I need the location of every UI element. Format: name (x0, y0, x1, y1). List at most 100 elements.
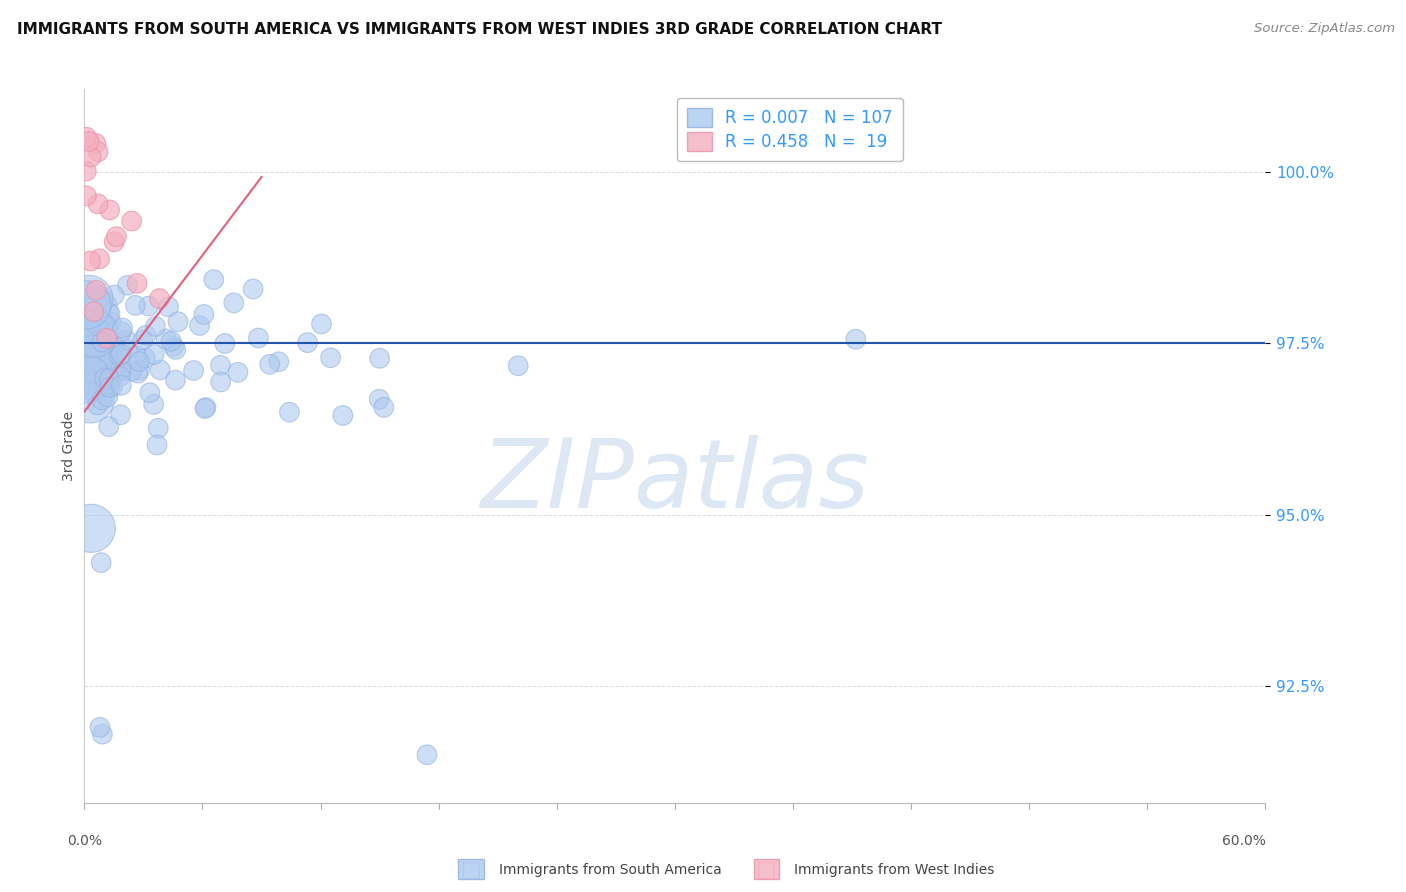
Point (87, 322, 110, 336)
Point (110, 378, 132, 392)
Point (98, 307, 121, 321)
Point (75, 372, 97, 386)
Point (87, 145, 110, 159)
Point (110, 363, 132, 377)
Point (80, 150, 103, 164)
Point (247, 331, 270, 345)
Point (79, 392, 101, 406)
Point (111, 321, 134, 335)
Point (128, 363, 150, 377)
Point (75, 188, 97, 202)
Point (160, 334, 183, 349)
Point (226, 365, 249, 379)
Point (96, 331, 118, 345)
Text: 60.0%: 60.0% (1222, 834, 1265, 847)
Point (80, 358, 103, 372)
Point (222, 296, 245, 310)
Point (508, 359, 530, 373)
Point (79, 338, 101, 352)
Point (83, 304, 105, 318)
Point (242, 282, 264, 296)
Point (103, 288, 125, 302)
Point (139, 385, 162, 400)
Point (80, 325, 103, 339)
Point (98, 372, 121, 386)
Point (193, 308, 215, 322)
Point (98, 380, 121, 394)
Point (311, 317, 333, 331)
Point (94, 371, 117, 385)
Text: □: □ (461, 860, 481, 880)
Point (107, 362, 129, 376)
Point (125, 277, 148, 291)
Point (86, 398, 108, 412)
Point (77, 293, 100, 307)
Point (188, 318, 211, 333)
Point (162, 339, 184, 353)
Point (75, 164, 97, 178)
Point (297, 335, 319, 350)
Point (149, 363, 172, 377)
Point (202, 272, 225, 286)
Point (194, 401, 217, 415)
Point (115, 343, 138, 357)
Point (368, 392, 391, 407)
Point (98, 372, 121, 386)
Point (214, 336, 236, 351)
Text: Immigrants from South America: Immigrants from South America (499, 863, 721, 877)
Point (83, 326, 105, 341)
Point (103, 351, 125, 365)
Text: Source: ZipAtlas.com: Source: ZipAtlas.com (1254, 22, 1395, 36)
Point (86, 319, 108, 334)
Legend: R = 0.007   N = 107, R = 0.458   N =  19: R = 0.007 N = 107, R = 0.458 N = 19 (676, 97, 903, 161)
Point (84, 136, 107, 151)
Point (142, 397, 165, 411)
Point (91, 334, 114, 349)
Point (194, 401, 217, 416)
Point (79, 362, 101, 376)
Point (108, 349, 131, 363)
Point (86, 355, 108, 369)
Point (132, 333, 155, 347)
Point (146, 438, 169, 452)
Point (135, 328, 157, 343)
Point (87, 333, 110, 347)
Point (121, 214, 143, 228)
Point (103, 339, 125, 353)
Point (101, 380, 124, 394)
Point (110, 325, 132, 339)
Point (373, 401, 395, 415)
Point (89, 720, 111, 734)
Point (87, 359, 110, 374)
Text: 0.0%: 0.0% (67, 834, 101, 847)
Point (103, 235, 125, 249)
Point (75, 130, 97, 145)
Point (97, 378, 120, 392)
Point (94, 360, 117, 375)
Point (97, 353, 120, 368)
Point (148, 292, 170, 306)
Point (91, 727, 114, 741)
Point (165, 343, 187, 357)
Point (416, 747, 439, 762)
Point (79, 369, 101, 384)
Point (143, 347, 166, 361)
Text: □: □ (756, 860, 776, 880)
Point (97, 419, 120, 434)
Point (98, 202, 121, 217)
Point (117, 278, 139, 293)
Point (87, 197, 110, 211)
Point (127, 366, 149, 380)
Text: IMMIGRANTS FROM SOUTH AMERICA VS IMMIGRANTS FROM WEST INDIES 3RD GRADE CORRELATI: IMMIGRANTS FROM SOUTH AMERICA VS IMMIGRA… (17, 22, 942, 37)
Point (89, 252, 111, 266)
Point (111, 364, 134, 378)
Point (134, 351, 156, 365)
Point (91, 392, 114, 407)
Point (259, 357, 281, 371)
Point (86, 355, 108, 369)
Point (76, 298, 98, 312)
Point (79, 254, 101, 268)
Point (155, 332, 177, 346)
Point (145, 319, 167, 334)
Point (79, 343, 101, 357)
